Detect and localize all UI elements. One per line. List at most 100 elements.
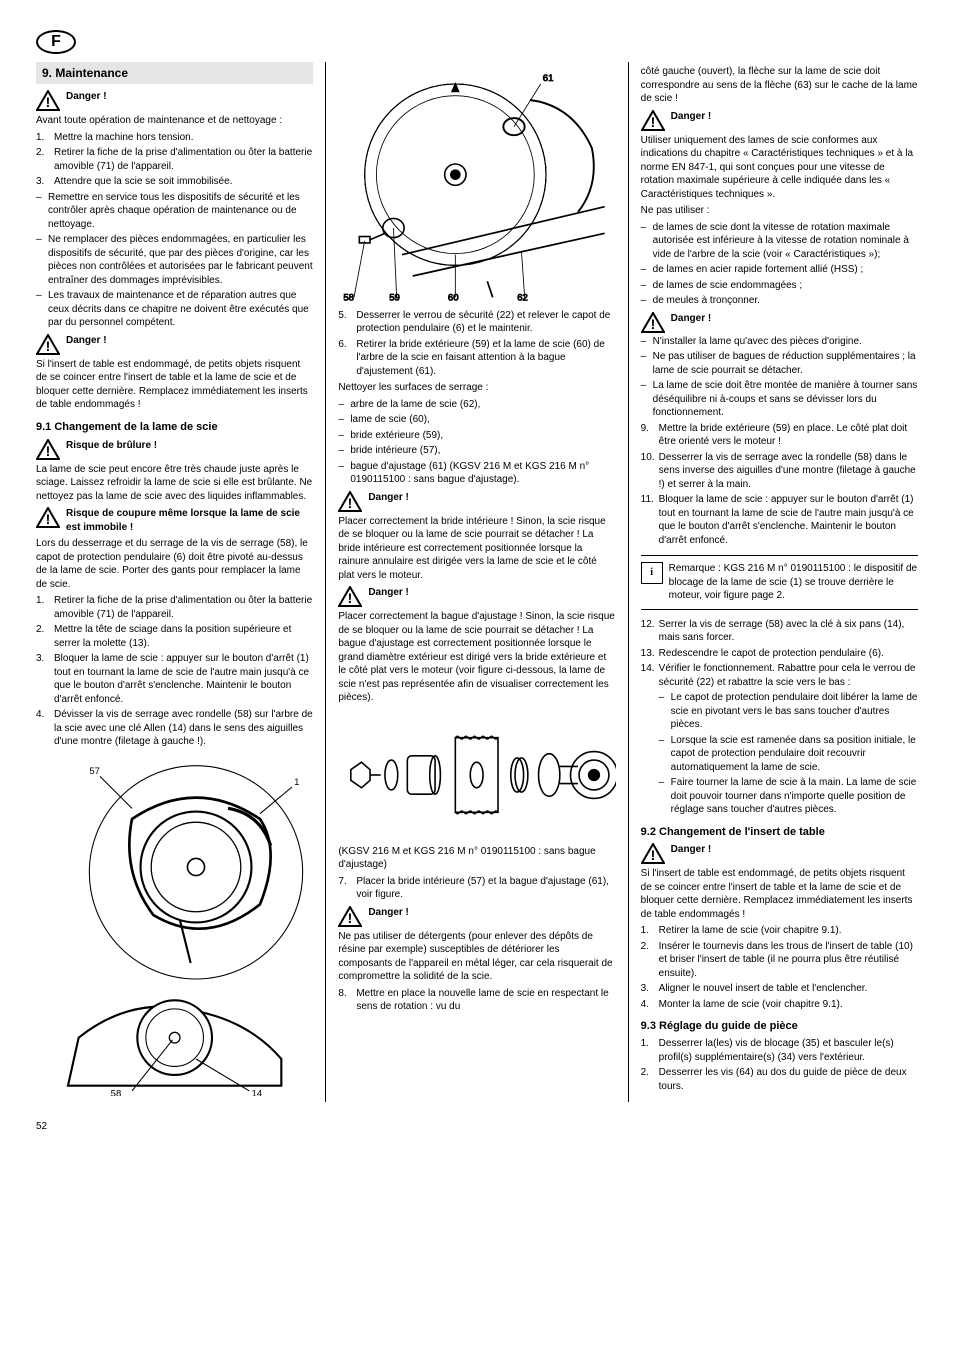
list-item: arbre de la lame de scie (62), — [338, 398, 615, 412]
list-item: 2.Retirer la fiche de la prise d'aliment… — [36, 146, 313, 173]
svg-text:!: ! — [650, 847, 655, 863]
warning-text: Danger ! — [66, 334, 313, 348]
paragraph: Avant toute opération de maintenance et … — [36, 114, 313, 128]
warning-text: Danger ! — [66, 90, 313, 104]
svg-text:61: 61 — [543, 73, 554, 84]
svg-text:!: ! — [348, 910, 353, 926]
paragraph: Utiliser uniquement des lames de scie co… — [641, 134, 918, 202]
list-item: 5.Desserrer le verrou de sécurité (22) e… — [338, 309, 615, 336]
warning-block: ! Danger ! — [641, 110, 918, 131]
dash-list: arbre de la lame de scie (62), lame de s… — [338, 398, 615, 487]
column-2: 58 59 60 61 62 5.Desserrer le verrou de … — [325, 62, 627, 1102]
warning-icon: ! — [641, 312, 665, 333]
warning-block: ! Danger ! — [36, 90, 313, 111]
list-item: 13.Redescendre le capot de protection pe… — [641, 647, 918, 661]
warning-text: Danger ! — [368, 491, 615, 505]
warning-text: Danger ! — [368, 586, 615, 600]
list-item: 11.Bloquer la lame de scie : appuyer sur… — [641, 493, 918, 547]
warning-icon: ! — [338, 906, 362, 927]
numbered-list: 12.Serrer la vis de serrage (58) avec la… — [641, 618, 918, 690]
numbered-list: 1.Mettre la machine hors tension. 2.Reti… — [36, 131, 313, 189]
list-item: lame de scie (60), — [338, 413, 615, 427]
svg-text:58: 58 — [111, 1088, 122, 1096]
dash-list: Remettre en service tous les dispositifs… — [36, 191, 313, 330]
page-number: 52 — [36, 1120, 918, 1134]
warning-text: Danger ! — [368, 906, 615, 920]
svg-text:1: 1 — [294, 776, 299, 787]
list-item: 1.Retirer la fiche de la prise d'aliment… — [36, 594, 313, 621]
list-item: de lames en acier rapide fortement allié… — [641, 263, 918, 277]
list-item: Les travaux de maintenance et de réparat… — [36, 289, 313, 330]
warning-icon: ! — [36, 507, 60, 528]
svg-text:!: ! — [650, 114, 655, 130]
warning-icon: ! — [641, 110, 665, 131]
numbered-list: 5.Desserrer le verrou de sécurité (22) e… — [338, 309, 615, 379]
columns: 9. Maintenance ! Danger ! Avant toute op… — [36, 62, 918, 1102]
section-title: 9. Maintenance — [36, 62, 313, 84]
svg-text:!: ! — [650, 316, 655, 332]
svg-text:62: 62 — [518, 293, 529, 303]
numbered-list: 1.Desserrer la(les) vis de blocage (35) … — [641, 1037, 918, 1093]
note-box: i Remarque : KGS 216 M n° 0190115100 : l… — [641, 555, 918, 610]
warning-block: ! Risque de brûlure ! — [36, 439, 313, 460]
numbered-list: 1.Retirer la fiche de la prise d'aliment… — [36, 594, 313, 749]
paragraph: Ne pas utiliser : — [641, 204, 918, 218]
list-item: 1.Desserrer la(les) vis de blocage (35) … — [641, 1037, 918, 1064]
list-item: 4.Monter la lame de scie (voir chapitre … — [641, 998, 918, 1012]
dash-list: Le capot de protection pendulaire doit l… — [659, 691, 918, 817]
paragraph: Lors du desserrage et du serrage de la v… — [36, 537, 313, 591]
warning-icon: ! — [338, 491, 362, 512]
list-item: 2.Mettre la tête de sciage dans la posit… — [36, 623, 313, 650]
svg-text:!: ! — [46, 511, 51, 527]
list-item: bride intérieure (57), — [338, 444, 615, 458]
paragraph: La lame de scie peut encore être très ch… — [36, 463, 313, 504]
numbered-list: 8.Mettre en place la nouvelle lame de sc… — [338, 987, 615, 1014]
svg-text:!: ! — [46, 94, 51, 110]
numbered-list: 1.Retirer la lame de scie (voir chapitre… — [641, 924, 918, 1011]
paragraph: côté gauche (ouvert), la flèche sur la l… — [641, 65, 918, 106]
subheading: 9.1 Changement de la lame de scie — [36, 420, 313, 435]
list-item: 10.Desserrer la vis de serrage avec la r… — [641, 451, 918, 492]
figure-caption: (KGSV 216 M et KGS 216 M n° 0190115100 :… — [338, 845, 615, 872]
list-item: N'installer la lame qu'avec des pièces d… — [641, 335, 918, 349]
svg-text:60: 60 — [448, 293, 459, 303]
page-header: F — [36, 30, 918, 54]
list-item: de lames de scie endommagées ; — [641, 279, 918, 293]
info-icon: i — [641, 562, 663, 584]
warning-block: ! Danger ! — [338, 586, 615, 607]
warning-text: Risque de brûlure ! — [66, 439, 313, 453]
numbered-list: 9.Mettre la bride extérieure (59) en pla… — [641, 422, 918, 548]
warning-block: ! Danger ! — [338, 491, 615, 512]
warning-block: ! Risque de coupure même lorsque la lame… — [36, 507, 313, 534]
list-item: 7.Placer la bride intérieure (57) et la … — [338, 875, 615, 902]
figure-flange-assembly — [338, 711, 615, 839]
paragraph: Nettoyer les surfaces de serrage : — [338, 381, 615, 395]
svg-text:!: ! — [348, 590, 353, 606]
list-item: Le capot de protection pendulaire doit l… — [659, 691, 918, 732]
lang-badge: F — [36, 30, 76, 54]
list-item: 2.Insérer le tournevis dans les trous de… — [641, 940, 918, 981]
warning-icon: ! — [338, 586, 362, 607]
warning-icon: ! — [641, 843, 665, 864]
warning-block: ! Danger ! — [641, 843, 918, 864]
svg-text:58: 58 — [344, 293, 355, 303]
svg-text:!: ! — [348, 495, 353, 511]
list-item: de meules à tronçonner. — [641, 294, 918, 308]
list-item: Ne pas utiliser de bagues de réduction s… — [641, 350, 918, 377]
list-item: 14.Vérifier le fonctionnement. Rabattre … — [641, 662, 918, 689]
warning-icon: ! — [36, 90, 60, 111]
warning-text: Danger ! — [671, 843, 918, 857]
paragraph: Ne pas utiliser de détergents (pour enle… — [338, 930, 615, 984]
paragraph: Si l'insert de table est endommagé, de p… — [641, 867, 918, 921]
warning-text: Danger ! — [671, 110, 918, 124]
warning-text: Danger ! — [671, 312, 918, 326]
list-item: Faire tourner la lame de scie à la main.… — [659, 776, 918, 817]
list-item: 8.Mettre en place la nouvelle lame de sc… — [338, 987, 615, 1014]
warning-icon: ! — [36, 439, 60, 460]
warning-text: Risque de coupure même lorsque la lame d… — [66, 507, 313, 534]
list-item: 4.Dévisser la vis de serrage avec rondel… — [36, 708, 313, 749]
warning-block: ! Danger ! — [641, 312, 918, 333]
svg-text:!: ! — [46, 338, 51, 354]
subheading: 9.2 Changement de l'insert de table — [641, 825, 918, 840]
warning-icon: ! — [36, 334, 60, 355]
